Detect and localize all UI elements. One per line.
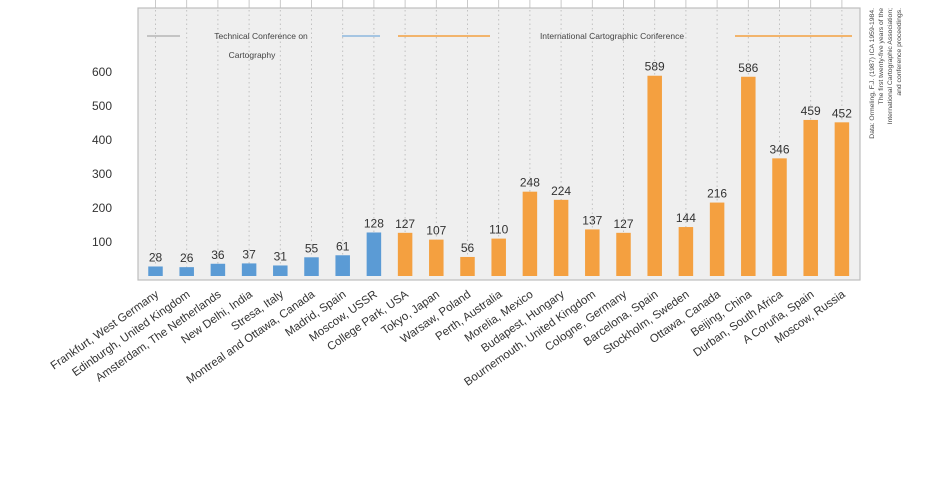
bar bbox=[834, 122, 850, 276]
bar-value-label: 459 bbox=[801, 104, 821, 118]
bar bbox=[741, 76, 756, 276]
bar-value-label: 216 bbox=[707, 187, 727, 201]
bar-value-label: 28 bbox=[149, 250, 163, 264]
bar bbox=[709, 202, 725, 276]
bar bbox=[585, 229, 600, 276]
bar-value-label: 127 bbox=[395, 217, 415, 231]
bar-value-label: 31 bbox=[274, 249, 288, 263]
bar bbox=[241, 263, 257, 276]
bar-value-label: 586 bbox=[738, 61, 758, 75]
bar bbox=[553, 199, 569, 276]
bar bbox=[304, 257, 319, 276]
bar bbox=[647, 75, 662, 277]
bars bbox=[148, 75, 850, 277]
bar bbox=[772, 158, 787, 276]
bar-value-label: 37 bbox=[242, 247, 256, 261]
source-note: Data: Ormeling, F.J. (1987) ICA 1959-198… bbox=[869, 8, 903, 139]
bar bbox=[678, 227, 694, 276]
bar bbox=[273, 265, 288, 276]
bar bbox=[522, 191, 538, 276]
bar-value-label: 137 bbox=[582, 213, 602, 227]
bar bbox=[460, 256, 475, 276]
bar bbox=[616, 232, 631, 276]
bar-value-label: 36 bbox=[211, 248, 225, 262]
legend-technical-label-line2: Cartography bbox=[229, 50, 277, 60]
bar-value-label: 144 bbox=[676, 211, 696, 225]
bar bbox=[491, 238, 506, 276]
bar-value-label: 127 bbox=[613, 217, 633, 231]
bar-value-label: 589 bbox=[645, 60, 665, 74]
bar-value-label: 248 bbox=[520, 176, 540, 190]
bar bbox=[397, 232, 413, 276]
y-tick-label: 200 bbox=[92, 201, 112, 215]
bar-value-label: 26 bbox=[180, 251, 194, 265]
bar-value-label: 56 bbox=[461, 241, 475, 255]
bar-value-label: 452 bbox=[832, 106, 852, 120]
bar-value-label: 55 bbox=[305, 241, 319, 255]
bar bbox=[803, 119, 818, 276]
y-tick-label: 500 bbox=[92, 99, 112, 113]
bar-value-label: 224 bbox=[551, 184, 571, 198]
plot-background bbox=[137, 7, 861, 281]
legend-technical-label-line1: Technical Conference on bbox=[214, 31, 308, 41]
legend: Technical Conference on Cartography Inte… bbox=[147, 31, 852, 60]
bar bbox=[210, 263, 226, 276]
bar bbox=[148, 266, 163, 276]
bar-value-label: 128 bbox=[364, 216, 384, 230]
bar-value-label: 61 bbox=[336, 239, 350, 253]
bar bbox=[179, 267, 194, 276]
source-note-line: and conference proceedings. bbox=[896, 8, 903, 96]
bar-value-label: 110 bbox=[489, 223, 508, 237]
y-tick-label: 100 bbox=[92, 235, 112, 249]
y-tick-label: 600 bbox=[92, 65, 112, 79]
source-note-line: The first twenty-five years of the bbox=[878, 8, 885, 105]
y-axis-ticks: 100 200 300 400 500 600 bbox=[92, 65, 112, 249]
source-note-line: Data: Ormeling, F.J. (1987) ICA 1959-198… bbox=[869, 8, 876, 139]
bar-value-label: 107 bbox=[426, 224, 446, 238]
source-note-line: International Cartographic Association; bbox=[887, 8, 894, 124]
bar-value-label: 346 bbox=[769, 142, 789, 156]
y-tick-label: 400 bbox=[92, 133, 112, 147]
bar bbox=[335, 255, 350, 276]
legend-international-label: International Cartographic Conference bbox=[540, 31, 684, 41]
y-tick-label: 300 bbox=[92, 167, 112, 181]
bar bbox=[366, 232, 382, 276]
bar-value-labels: 28 26 36 37 31 55 61 128 127 107 56 110 248 224 137 127… bbox=[149, 60, 852, 265]
bar bbox=[429, 239, 444, 276]
